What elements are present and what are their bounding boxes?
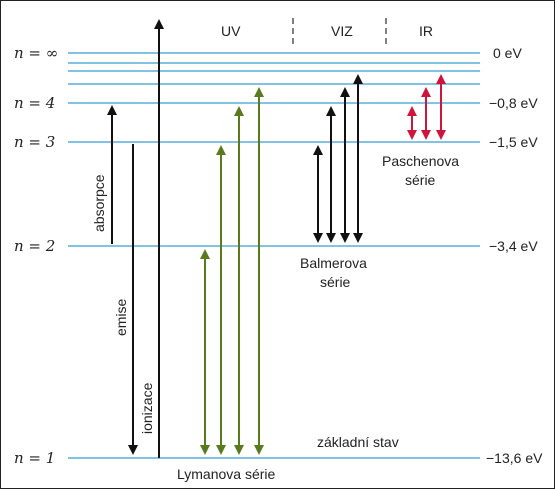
level-label-n4: n = 4 xyxy=(14,94,55,112)
emise-label: emise xyxy=(113,298,129,336)
paschen-label-line2: série xyxy=(405,172,436,188)
level-label-n3: n = 3 xyxy=(14,133,55,151)
energy-label-n2: −3,4 eV xyxy=(489,238,538,254)
ionizace-label: ionizace xyxy=(139,382,155,434)
paschen-arrows xyxy=(407,74,446,140)
level-label-n2: n = 2 xyxy=(14,237,55,255)
region-label-ir: IR xyxy=(419,23,433,39)
zakladni-stav-label: základní stav xyxy=(317,434,399,450)
energy-levels xyxy=(68,52,480,459)
region-label-uv: UV xyxy=(221,23,241,39)
energy-label-n4: −0,8 eV xyxy=(489,95,538,111)
region-label-viz: VIZ xyxy=(331,23,353,39)
balmer-arrows xyxy=(313,74,363,243)
energy-label-inf: 0 eV xyxy=(493,45,522,61)
balmer-label-line1: Balmerova xyxy=(300,255,367,271)
energy-label-n1: −13,6 eV xyxy=(486,450,543,466)
level-label-n1: n = 1 xyxy=(14,449,55,467)
lyman-arrows xyxy=(200,87,264,455)
absorpce-label: absorpce xyxy=(91,174,107,232)
paschen-label-line1: Paschenova xyxy=(382,153,459,169)
lyman-label: Lymanova série xyxy=(177,466,276,482)
level-label-inf: n = ∞ xyxy=(14,44,58,62)
balmer-label-line2: série xyxy=(320,274,351,290)
energy-label-n3: −1,5 eV xyxy=(489,134,538,150)
